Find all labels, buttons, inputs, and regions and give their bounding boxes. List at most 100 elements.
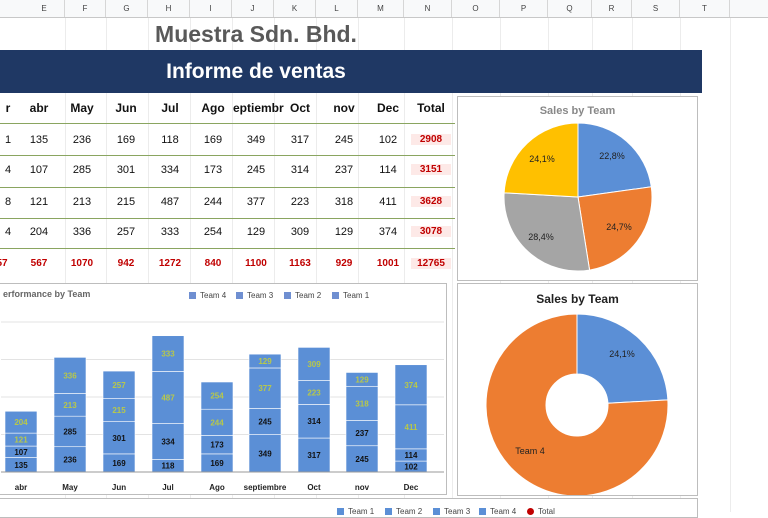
- column-header-cell[interactable]: L: [316, 0, 358, 17]
- column-header-cell[interactable]: G: [106, 0, 148, 17]
- table-cell: 377: [246, 196, 266, 208]
- table-header-cell: eptiembr: [233, 101, 284, 115]
- bar-value-label: 374: [404, 381, 418, 390]
- column-header-cell[interactable]: F: [65, 0, 106, 17]
- bar-segment: [345, 385, 379, 421]
- bar-value-label: 309: [307, 360, 321, 369]
- report-banner: Informe de ventas: [0, 50, 702, 93]
- donut-chart-panel[interactable]: Sales by Team 24,1% Team 4: [457, 283, 698, 496]
- bar-value-label: 107: [14, 448, 28, 457]
- bar-value-label: 336: [63, 371, 77, 380]
- column-header-cell[interactable]: N: [404, 0, 452, 17]
- column-header-cell[interactable]: I: [190, 0, 232, 17]
- bar-legend-item: Team 3: [236, 291, 273, 301]
- bar-segment: [151, 423, 185, 460]
- row-total-cell: 3078: [411, 226, 451, 237]
- table-cell: 318: [334, 196, 354, 208]
- bottom-legend-item: Team 2: [385, 507, 422, 517]
- column-total-cell: 1070: [70, 258, 94, 269]
- bar-segment: [151, 335, 185, 372]
- bar-segment: [102, 370, 136, 399]
- bar-value-label: 245: [258, 417, 272, 426]
- table-cell: 314: [290, 164, 310, 176]
- table-row-divider: [0, 218, 455, 219]
- pie-slice: [485, 313, 669, 495]
- table-cell: 173: [203, 164, 223, 176]
- bar-value-label: 121: [14, 436, 28, 445]
- table-cell: 118: [161, 134, 179, 146]
- bottom-legend-item: Team 3: [433, 507, 470, 517]
- column-header-cell[interactable]: P: [500, 0, 548, 17]
- bar-segment: [297, 437, 331, 473]
- table-cell: 257: [116, 226, 136, 238]
- legend-swatch: [236, 292, 243, 300]
- table-header-cell: Total: [417, 101, 445, 115]
- column-header-cell[interactable]: K: [274, 0, 316, 17]
- bar-value-label: 333: [161, 350, 175, 359]
- bar-value-label: 169: [112, 459, 126, 468]
- bar-value-label: 169: [210, 459, 224, 468]
- bar-chart-title: erformance by Team: [3, 289, 91, 299]
- bar-value-label: 257: [112, 381, 126, 390]
- pie-chart-panel[interactable]: Sales by Team 22,8% 24,7% 28,4% 24,1%: [457, 96, 698, 281]
- bar-segment: [200, 381, 234, 410]
- bar-value-label: 204: [14, 418, 28, 427]
- bar-value-label: 129: [258, 357, 272, 366]
- column-header-cell[interactable]: M: [358, 0, 404, 17]
- company-name: Muestra Sdn. Bhd.: [155, 21, 357, 47]
- table-cell: 213: [72, 196, 92, 208]
- table-cell: 121: [29, 196, 49, 208]
- column-header-cell[interactable]: O: [452, 0, 500, 17]
- legend-label: Team 3: [247, 291, 274, 300]
- table-cell: 236: [72, 134, 92, 146]
- bar-segment: [248, 353, 282, 369]
- pie-slice: [503, 122, 579, 198]
- column-header-cell[interactable]: R: [592, 0, 632, 17]
- table-cell: 129: [246, 226, 266, 238]
- bar-segment: [4, 410, 38, 434]
- table-cell: 309: [290, 226, 310, 238]
- bar-category-label: Ago: [209, 483, 225, 492]
- pie-slice: [576, 313, 669, 404]
- column-header-cell[interactable]: S: [632, 0, 680, 17]
- bar-value-label: 213: [63, 401, 77, 410]
- bar-segment: [53, 357, 87, 394]
- pie-slice: [577, 186, 653, 271]
- table-header-cell: Jul: [161, 101, 179, 115]
- pie-chart: 22,8% 24,7% 28,4% 24,1%: [503, 122, 653, 272]
- bar-value-label: 254: [210, 392, 224, 401]
- donut-slice-label: Team 4: [515, 446, 545, 456]
- table-cell: 1: [4, 134, 12, 146]
- bar-category-label: septiembre: [244, 483, 287, 492]
- column-total-cell: 1163: [289, 258, 311, 269]
- column-total-cell: 567: [30, 258, 48, 269]
- table-cell: 107: [29, 164, 49, 176]
- table-cell: 285: [72, 164, 92, 176]
- bottom-chart-panel[interactable]: Team 1 Team 2 Team 3 Team 4 Total: [0, 498, 698, 518]
- table-header-cell: May: [70, 101, 94, 115]
- bar-value-label: 236: [63, 455, 77, 464]
- bar-segment: [345, 420, 379, 447]
- donut-chart: 24,1% Team 4: [485, 313, 669, 495]
- table-cell: 169: [203, 134, 223, 146]
- table-cell: 8: [4, 196, 12, 208]
- column-header-cell[interactable]: H: [148, 0, 190, 17]
- table-cell: 4: [4, 164, 12, 176]
- column-header-cell[interactable]: E: [24, 0, 65, 17]
- grid-vline: [730, 18, 731, 512]
- bar-category-label: Jul: [162, 483, 174, 492]
- column-header-cell[interactable]: T: [680, 0, 730, 17]
- sales-table: r abr May Jun Jul Ago eptiembr Oct nov Dec Total 1 1…: [0, 94, 455, 280]
- column-header-cell[interactable]: Q: [548, 0, 592, 17]
- table-cell: 223: [290, 196, 310, 208]
- bar-segment: [151, 371, 185, 424]
- pie-chart-title: Sales by Team: [539, 105, 616, 117]
- bar-chart-panel[interactable]: erformance by Team Team 4 Team 3 Team 2 Tea…: [0, 283, 447, 495]
- bar-value-label: 244: [210, 418, 224, 427]
- table-cell: 237: [334, 164, 354, 176]
- bar-category-label: Dec: [404, 483, 419, 492]
- column-header-cell[interactable]: J: [232, 0, 274, 17]
- bar-value-label: 411: [405, 423, 418, 432]
- legend-swatch: [189, 292, 196, 300]
- pie-slice-label: 22,8%: [599, 151, 625, 161]
